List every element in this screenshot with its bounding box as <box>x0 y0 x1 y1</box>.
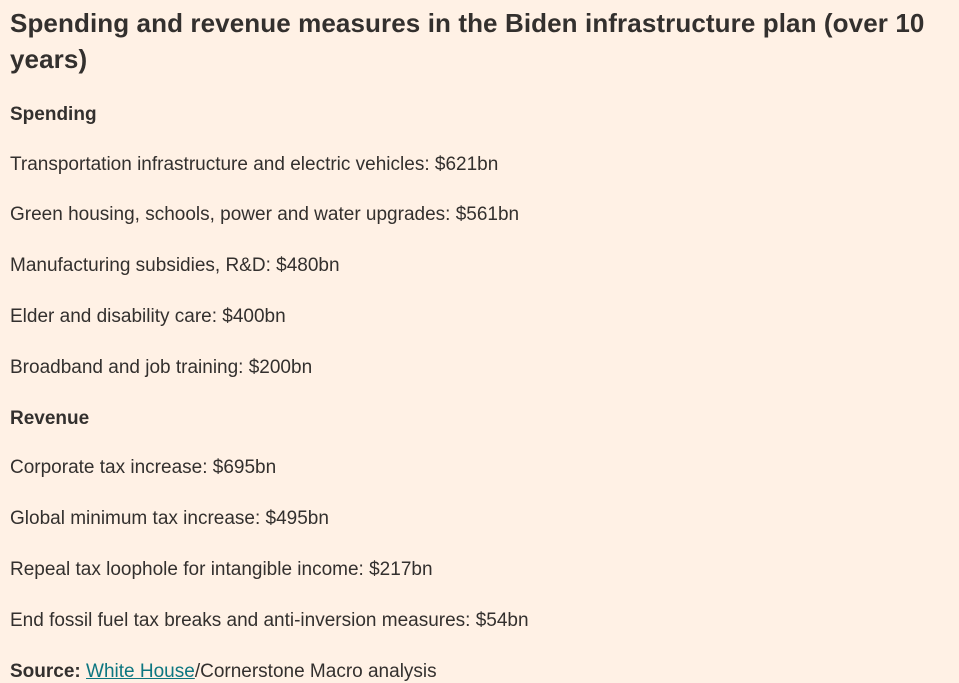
section-heading-spending: Spending <box>10 103 97 125</box>
section-heading-revenue: Revenue <box>10 407 90 429</box>
spending-item-green-housing: Green housing, schools, power and water … <box>10 204 520 226</box>
spending-item-elder-care: Elder and disability care: $400bn <box>10 305 286 327</box>
source-line: Source: White House/Cornerstone Macro an… <box>10 661 945 683</box>
white-house-link[interactable]: White House <box>86 660 195 682</box>
source-label: Source: <box>10 660 81 682</box>
revenue-item-global-minimum-tax: Global minimum tax increase: $495bn <box>10 508 329 530</box>
revenue-item-fossil-fuel: End fossil fuel tax breaks and anti-inve… <box>10 609 529 631</box>
page-title: Spending and revenue measures in the Bid… <box>10 8 925 74</box>
source-suffix: /Cornerstone Macro analysis <box>194 660 437 682</box>
revenue-item-repeal-loophole: Repeal tax loophole for intangible incom… <box>10 558 433 580</box>
spending-item-transportation: Transportation infrastructure and electr… <box>10 153 499 175</box>
spending-item-broadband: Broadband and job training: $200bn <box>10 356 313 378</box>
revenue-item-corporate-tax: Corporate tax increase: $695bn <box>10 457 277 479</box>
spending-item-manufacturing: Manufacturing subsidies, R&D: $480bn <box>10 255 340 277</box>
